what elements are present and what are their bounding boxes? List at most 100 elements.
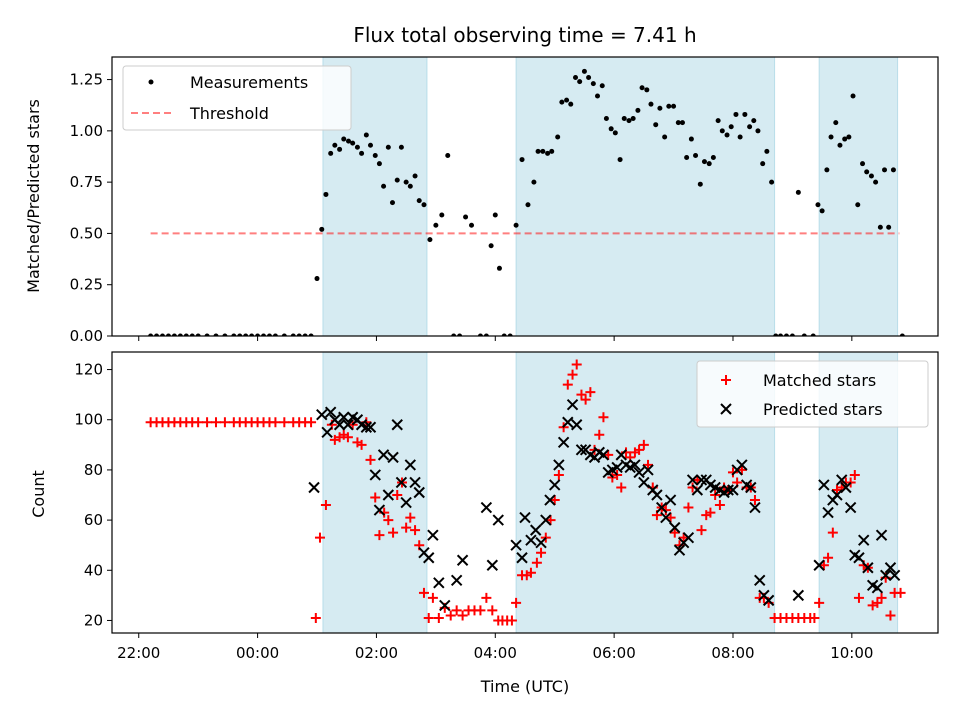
- measurements-point-112: [728, 124, 734, 130]
- matched-stars-point-147: [885, 610, 896, 621]
- matched-stars-point-52: [433, 612, 444, 623]
- matched-stars-point-145: [876, 592, 887, 603]
- matched-stars-point-59: [475, 605, 486, 616]
- measurements-point-132: [828, 134, 834, 140]
- matched-stars-point-41: [383, 515, 394, 526]
- x-tick-label-4: 06:00: [593, 644, 636, 662]
- measurements-point-12: [231, 333, 237, 336]
- measurements-point-82: [594, 93, 600, 99]
- measurements-point-39: [376, 161, 382, 167]
- matched-stars-point-144: [872, 597, 883, 608]
- measurements-point-106: [701, 159, 707, 165]
- predicted-stars-point-90: [762, 594, 775, 607]
- x-tick-label-6: 10:00: [830, 644, 873, 662]
- measurements-point-56: [463, 214, 469, 220]
- measurements-point-107: [706, 161, 712, 167]
- predicted-stars-point-57: [615, 449, 627, 461]
- measurements-point-69: [535, 148, 541, 154]
- matched-stars-point-134: [827, 527, 838, 538]
- matched-stars-point-9: [202, 417, 213, 428]
- matched-stars-point-111: [714, 500, 725, 511]
- predicted-stars-point-46: [566, 398, 579, 411]
- y-tick-label-bottom-4: 100: [74, 411, 103, 429]
- predicted-stars-point-99: [844, 501, 857, 514]
- measurements-point-102: [684, 155, 690, 161]
- measurements-point-144: [882, 167, 888, 173]
- measurements-point-46: [407, 183, 413, 189]
- measurements-point-5: [177, 333, 183, 336]
- measurements-point-142: [873, 179, 879, 185]
- measurements-point-111: [724, 132, 730, 138]
- predicted-stars-point-86: [745, 481, 757, 494]
- predicted-stars-point-81: [722, 484, 734, 496]
- matched-stars-point-130: [809, 612, 820, 623]
- predicted-stars-point-92: [813, 559, 825, 571]
- y-tick-label-top-5: 1.25: [70, 71, 103, 89]
- predicted-stars-point-6: [338, 411, 350, 423]
- matched-stars-point-71: [536, 547, 547, 558]
- matched-stars-point-100: [665, 512, 676, 523]
- measurements-point-101: [679, 120, 685, 126]
- measurements-point-98: [666, 103, 672, 109]
- predicted-stars-point-67: [660, 511, 672, 524]
- measurements-point-36: [363, 132, 369, 138]
- measurements-point-31: [341, 136, 347, 142]
- matched-stars-point-47: [410, 525, 421, 536]
- predicted-stars-point-23: [413, 486, 425, 499]
- measurements-point-119: [760, 161, 766, 167]
- measurements-point-121: [769, 179, 775, 185]
- measurements-point-86: [612, 130, 618, 136]
- matched-stars-point-65: [506, 615, 517, 626]
- measurements-point-20: [281, 333, 287, 336]
- measurements-point-108: [710, 155, 716, 161]
- y-tick-label-bottom-3: 80: [84, 461, 103, 479]
- legend-matched-marker: [721, 375, 731, 385]
- measurements-point-94: [648, 101, 654, 107]
- measurements-point-126: [795, 189, 801, 195]
- predicted-stars-point-106: [875, 529, 888, 541]
- predicted-stars-point-68: [664, 494, 677, 506]
- measurements-point-54: [451, 333, 457, 336]
- matched-stars-point-20: [279, 417, 290, 428]
- measurements-point-38: [372, 152, 378, 158]
- matched-stars-point-109: [705, 507, 716, 518]
- measurements-point-140: [864, 169, 870, 175]
- x-tick-label-2: 02:00: [355, 644, 398, 662]
- measurements-point-99: [671, 103, 677, 109]
- matched-stars-point-39: [374, 530, 385, 541]
- measurements-point-49: [421, 202, 427, 208]
- measurements-point-45: [403, 179, 409, 185]
- measurements-point-88: [621, 116, 627, 122]
- measurements-point-74: [559, 99, 565, 105]
- predicted-stars-point-15: [377, 449, 390, 461]
- measurements-point-96: [657, 105, 663, 111]
- matched-stars-point-19: [270, 417, 281, 428]
- measurements-point-105: [697, 181, 703, 187]
- predicted-stars-point-63: [642, 464, 654, 476]
- predicted-stars-point-16: [382, 489, 395, 501]
- top-panel: 0.00 0.25 0.50 0.75 1.00 1.25 Measurements Thre…: [70, 56, 939, 345]
- matched-stars-point-104: [683, 502, 694, 513]
- measurements-point-97: [662, 134, 668, 140]
- matched-stars-point-102: [674, 540, 685, 551]
- legend-box-bottom: [696, 360, 929, 428]
- measurements-point-42: [389, 200, 395, 206]
- measurements-point-138: [855, 202, 861, 208]
- matched-stars-point-86: [603, 449, 614, 460]
- axes-frame-bottom: [111, 351, 939, 634]
- legend-threshold-label: Threshold: [189, 104, 269, 123]
- measurements-point-53: [445, 152, 451, 158]
- measurements-point-127: [801, 333, 807, 336]
- measurements-point-67: [525, 202, 531, 208]
- measurements-point-123: [778, 333, 784, 336]
- measurements-point-83: [599, 83, 605, 89]
- measurements-point-19: [272, 333, 278, 336]
- measurements-point-64: [507, 333, 513, 336]
- matched-stars-point-78: [567, 369, 578, 380]
- x-tick-label-1: 00:00: [236, 644, 279, 662]
- predicted-stars-point-31: [480, 501, 493, 514]
- predicted-stars-point-42: [549, 479, 561, 491]
- measurements-point-13: [237, 333, 243, 336]
- matched-stars-point-61: [487, 605, 498, 616]
- measurements-point-35: [359, 150, 365, 156]
